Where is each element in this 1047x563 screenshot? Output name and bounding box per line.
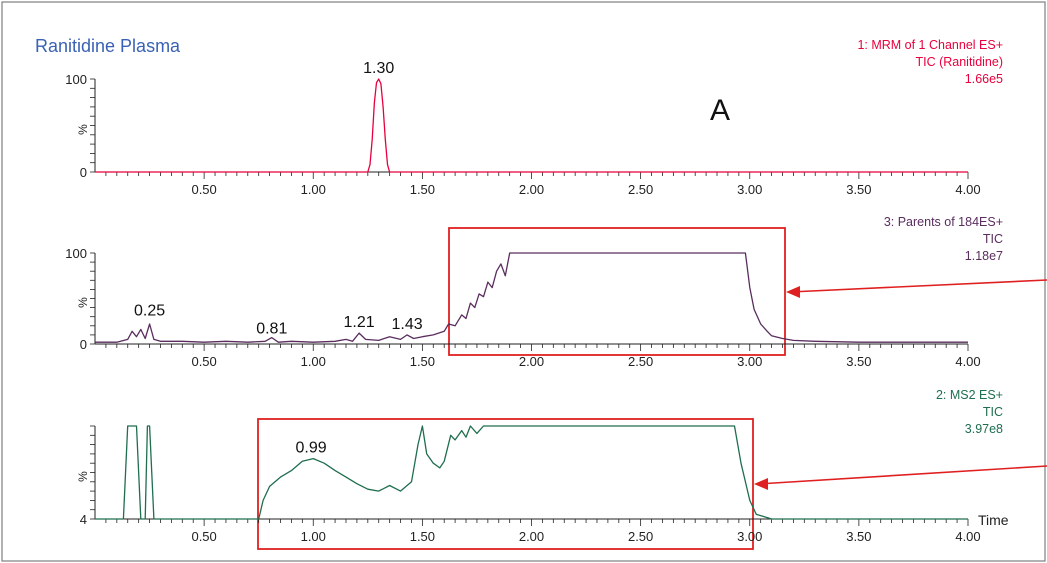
x-tick-label: 3.50 [846,529,871,544]
x-tick-label: 3.00 [737,529,762,544]
x-tick-label: 0.50 [191,529,216,544]
x-tick-label: 3.00 [737,354,762,369]
y-tick-label: 0 [80,165,87,180]
trace-info-line: 1: MRM of 1 Channel ES+ [857,38,1003,52]
panel-3: 0.50 1.00 1.50 2.00 2.50 3.00 3.50 4.00 4% Time 2:… [76,388,1009,544]
trace-info-line: 1.18e7 [965,249,1003,263]
x-tick-label: 4.00 [955,354,980,369]
x-tick-label: 2.50 [628,354,653,369]
x-tick-label: 0.50 [191,182,216,197]
x-tick-label: 3.50 [846,182,871,197]
trace-info-line: TIC (Ranitidine) [915,55,1003,69]
y-axis-label: % [76,297,90,308]
x-tick-label: 1.50 [410,354,435,369]
peak-label: 0.25 [134,302,165,319]
arrow-line-parents [789,279,1047,293]
y-axis-label: % [76,471,90,482]
peak-label: 1.43 [392,316,423,333]
x-tick-label: 4.00 [955,182,980,197]
y-axis-label: % [76,124,90,135]
y-tick-label: 100 [65,246,87,261]
series-trace [95,252,968,343]
peak-label: 1.30 [363,60,394,77]
x-tick-label: 2.50 [628,529,653,544]
panel-2: 0.50 1.00 1.50 2.00 2.50 3.00 3.50 4.00 0 100% 3: … [65,215,1003,369]
x-tick-label: 1.50 [410,182,435,197]
x-tick-label: 1.00 [301,354,326,369]
trace-info-line: 3.97e8 [965,422,1003,436]
peak-label: 1.21 [344,314,375,331]
y-tick-label: 100 [65,72,87,87]
panel-letter-annotation: A [710,94,730,127]
x-tick-label: 2.00 [519,354,544,369]
trace-info-line: TIC [983,232,1003,246]
y-tick-label: 4 [80,512,87,527]
trace-info-line: 2: MS2 ES+ [936,388,1003,402]
series-trace [95,425,968,520]
trace-info-line: 1.66e5 [965,72,1003,86]
trace-info-line: TIC [983,405,1003,419]
x-tick-label: 1.50 [410,529,435,544]
x-tick-label: 1.00 [301,182,326,197]
peak-label: 0.81 [256,320,287,337]
panel-1: 0.50 1.00 1.50 2.00 2.50 3.00 3.50 4.00 0 100% 1: … [65,38,1003,197]
x-tick-label: 2.50 [628,182,653,197]
arrowhead-ms2 [754,478,768,490]
x-tick-label: 3.50 [846,354,871,369]
x-tick-label: 0.50 [191,354,216,369]
x-tick-label: 1.00 [301,529,326,544]
arrowhead-parents [786,286,800,298]
chart-panels: 0.50 1.00 1.50 2.00 2.50 3.00 3.50 4.00 0 100% 1: … [65,38,1009,544]
series-trace [95,78,968,173]
x-tick-label: 2.00 [519,182,544,197]
arrow-line-ms2 [757,465,1047,485]
trace-info-line: 3: Parents of 184ES+ [884,215,1003,229]
x-tick-label: 2.00 [519,529,544,544]
peak-label: 0.99 [295,440,326,457]
highlight-box-parents [448,227,786,356]
chart-title: Ranitidine Plasma [35,36,181,56]
x-tick-label: 4.00 [955,529,980,544]
x-tick-label: 3.00 [737,182,762,197]
highlight-box-ms2 [257,418,754,550]
x-axis-label: Time [978,512,1009,528]
y-tick-label: 0 [80,337,87,352]
